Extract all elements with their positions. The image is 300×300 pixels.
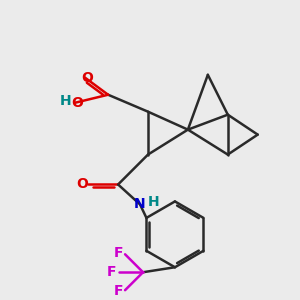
Text: F: F	[113, 284, 123, 298]
Text: H: H	[59, 94, 71, 108]
Text: O: O	[71, 96, 83, 110]
Text: F: F	[113, 246, 123, 260]
Text: F: F	[106, 265, 116, 279]
Text: N: N	[134, 197, 146, 212]
Text: O: O	[76, 178, 88, 191]
Text: H: H	[148, 195, 160, 209]
Text: O: O	[81, 71, 93, 85]
